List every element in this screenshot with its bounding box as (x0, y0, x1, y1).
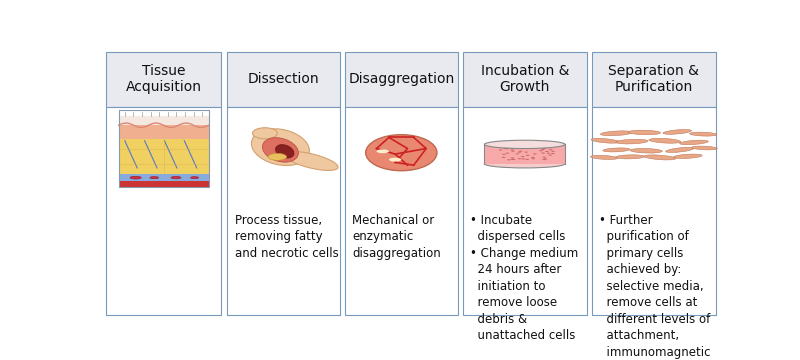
Ellipse shape (502, 157, 506, 158)
Ellipse shape (544, 158, 547, 159)
Ellipse shape (510, 159, 514, 160)
Ellipse shape (690, 132, 717, 136)
Polygon shape (484, 144, 486, 164)
FancyBboxPatch shape (118, 174, 209, 181)
Ellipse shape (253, 128, 278, 139)
Ellipse shape (275, 144, 294, 158)
FancyBboxPatch shape (592, 51, 716, 107)
Ellipse shape (268, 153, 286, 160)
FancyBboxPatch shape (227, 51, 340, 107)
Ellipse shape (377, 149, 389, 153)
Ellipse shape (539, 150, 542, 151)
Ellipse shape (507, 159, 510, 160)
FancyBboxPatch shape (345, 107, 458, 315)
Ellipse shape (389, 158, 402, 162)
Ellipse shape (511, 150, 515, 152)
Text: • Further
  purification of
  primary cells
  achieved by:
  selective media,
  : • Further purification of primary cells … (599, 214, 710, 360)
Ellipse shape (510, 149, 514, 150)
Ellipse shape (526, 159, 529, 160)
Ellipse shape (366, 135, 437, 171)
Text: Disaggregation: Disaggregation (348, 72, 454, 86)
Ellipse shape (508, 148, 512, 149)
FancyBboxPatch shape (118, 181, 209, 187)
Ellipse shape (590, 156, 618, 159)
Ellipse shape (616, 139, 648, 144)
Ellipse shape (616, 155, 645, 159)
Ellipse shape (542, 159, 546, 160)
Ellipse shape (674, 154, 702, 158)
Ellipse shape (150, 176, 158, 179)
Ellipse shape (551, 151, 555, 152)
Ellipse shape (518, 158, 522, 159)
Ellipse shape (545, 151, 549, 152)
Ellipse shape (541, 149, 545, 150)
Ellipse shape (541, 152, 545, 154)
Ellipse shape (506, 153, 510, 154)
Ellipse shape (649, 138, 681, 143)
Ellipse shape (521, 156, 525, 157)
Text: Mechanical or
enzymatic
disaggregation: Mechanical or enzymatic disaggregation (352, 214, 441, 260)
Text: • Incubate
  dispersed cells
• Change medium
  24 hours after
  initiation to
  : • Incubate dispersed cells • Change medi… (470, 214, 578, 342)
FancyBboxPatch shape (462, 107, 586, 315)
Ellipse shape (591, 138, 619, 143)
Ellipse shape (515, 153, 519, 154)
Ellipse shape (533, 153, 537, 154)
Ellipse shape (628, 130, 661, 135)
Ellipse shape (524, 152, 528, 153)
Ellipse shape (262, 138, 298, 162)
Text: Separation &
Purification: Separation & Purification (608, 64, 699, 94)
Ellipse shape (680, 140, 708, 145)
Ellipse shape (519, 150, 522, 152)
Text: Tissue
Acquisition: Tissue Acquisition (126, 64, 202, 94)
Ellipse shape (531, 157, 534, 158)
Ellipse shape (512, 159, 515, 160)
Ellipse shape (285, 152, 338, 170)
Ellipse shape (502, 154, 506, 155)
Ellipse shape (549, 149, 553, 150)
Ellipse shape (666, 147, 694, 153)
Ellipse shape (485, 140, 565, 149)
Ellipse shape (526, 155, 530, 156)
Ellipse shape (531, 158, 535, 159)
FancyBboxPatch shape (118, 116, 209, 125)
Ellipse shape (190, 177, 198, 179)
Ellipse shape (503, 148, 506, 149)
Ellipse shape (551, 153, 554, 154)
Text: Process tissue,
removing fatty
and necrotic cells: Process tissue, removing fatty and necro… (234, 214, 338, 260)
Text: Dissection: Dissection (248, 72, 319, 86)
Ellipse shape (601, 131, 633, 136)
FancyBboxPatch shape (118, 139, 209, 174)
Ellipse shape (510, 157, 514, 158)
FancyBboxPatch shape (462, 51, 586, 107)
Ellipse shape (498, 149, 502, 150)
FancyBboxPatch shape (484, 144, 565, 164)
Ellipse shape (542, 157, 546, 158)
FancyBboxPatch shape (118, 125, 209, 139)
Ellipse shape (603, 148, 630, 152)
Ellipse shape (251, 129, 310, 166)
Ellipse shape (518, 152, 522, 153)
FancyBboxPatch shape (106, 107, 221, 315)
Ellipse shape (663, 130, 691, 134)
Ellipse shape (506, 148, 509, 149)
FancyBboxPatch shape (106, 51, 221, 107)
Ellipse shape (546, 153, 550, 154)
Ellipse shape (542, 148, 546, 149)
FancyBboxPatch shape (345, 51, 458, 107)
Ellipse shape (692, 146, 718, 150)
Ellipse shape (522, 158, 525, 159)
Ellipse shape (130, 176, 142, 179)
Ellipse shape (630, 148, 662, 153)
Ellipse shape (548, 154, 552, 156)
Ellipse shape (171, 176, 181, 179)
FancyBboxPatch shape (227, 107, 340, 315)
Ellipse shape (485, 159, 565, 168)
Polygon shape (563, 144, 565, 164)
FancyBboxPatch shape (592, 107, 716, 315)
Ellipse shape (644, 155, 676, 160)
Text: Incubation &
Growth: Incubation & Growth (481, 64, 569, 94)
